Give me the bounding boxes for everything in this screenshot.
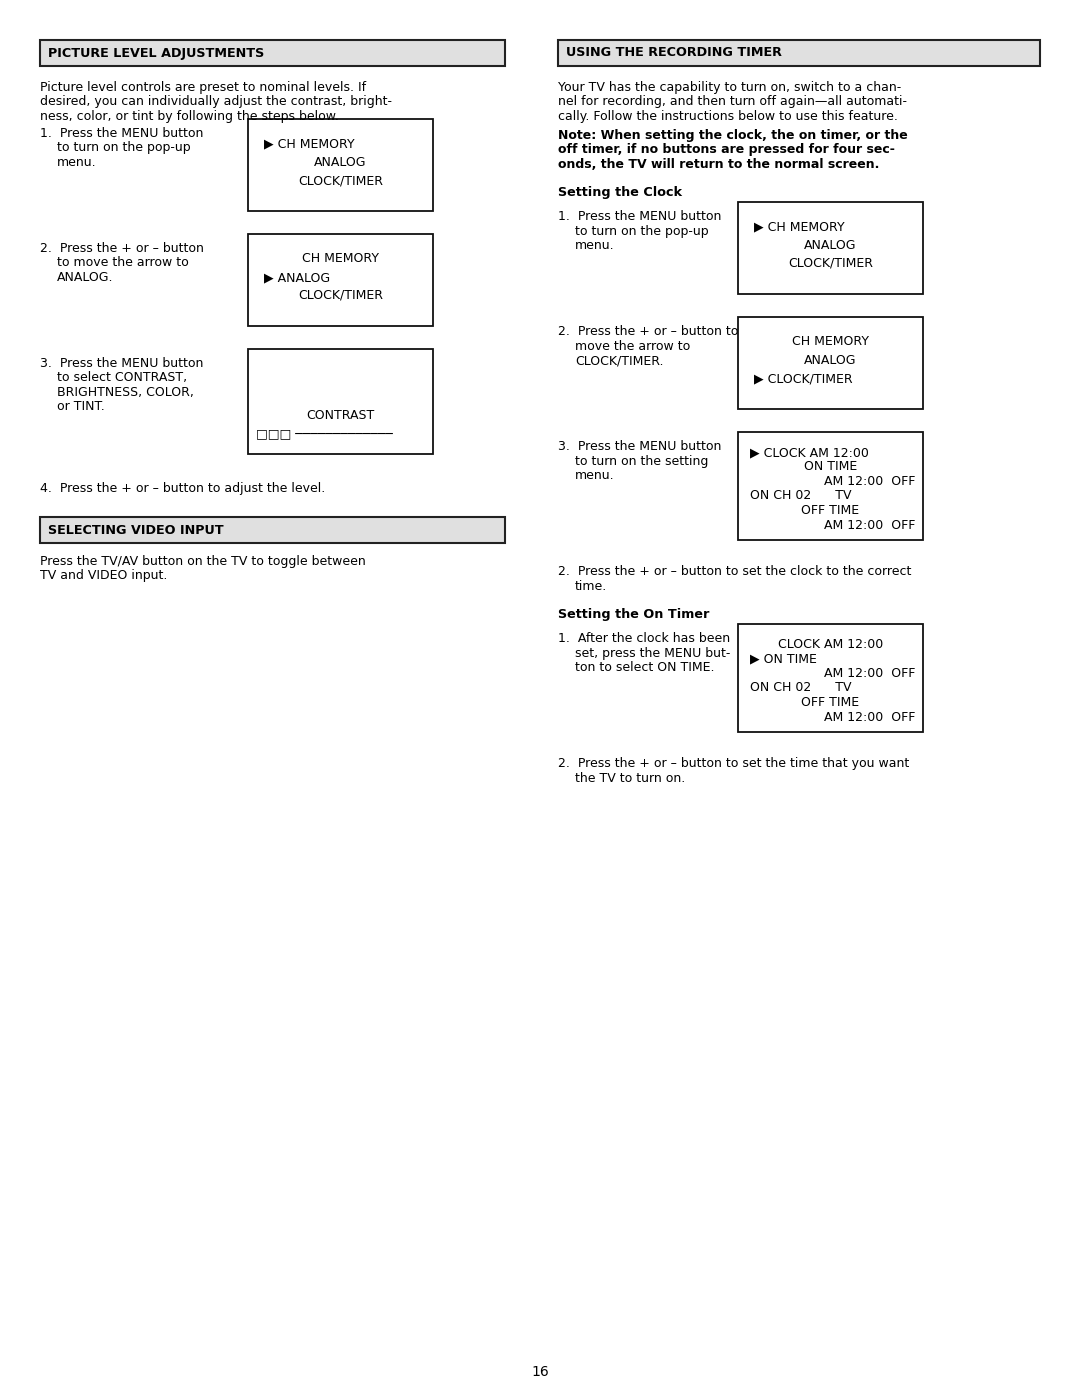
Text: 2.  Press the + or – button to: 2. Press the + or – button to (558, 326, 739, 338)
Text: ▶ CLOCK AM 12:00: ▶ CLOCK AM 12:00 (750, 446, 869, 460)
Text: SELECTING VIDEO INPUT: SELECTING VIDEO INPUT (48, 524, 224, 536)
Text: Press the TV/AV button on the TV to toggle between: Press the TV/AV button on the TV to togg… (40, 555, 366, 569)
Text: 1.  Press the MENU button: 1. Press the MENU button (40, 127, 203, 140)
Text: CLOCK/TIMER: CLOCK/TIMER (298, 289, 383, 302)
Text: 2.  Press the + or – button: 2. Press the + or – button (40, 242, 204, 256)
Text: cally. Follow the instructions below to use this feature.: cally. Follow the instructions below to … (558, 110, 897, 123)
Text: ▶ ON TIME: ▶ ON TIME (750, 652, 816, 665)
Bar (40, 41, 505, 66)
Bar (40, 517, 505, 543)
Text: AM 12:00  OFF: AM 12:00 OFF (824, 666, 915, 680)
Text: 4.  Press the + or – button to adjust the level.: 4. Press the + or – button to adjust the… (40, 482, 325, 495)
Text: to turn on the pop-up: to turn on the pop-up (57, 141, 191, 155)
Text: ▶ CH MEMORY: ▶ CH MEMORY (754, 219, 845, 233)
Text: onds, the TV will return to the normal screen.: onds, the TV will return to the normal s… (558, 158, 879, 170)
Bar (248, 235, 433, 326)
Text: CLOCK AM 12:00: CLOCK AM 12:00 (778, 638, 883, 651)
Text: move the arrow to: move the arrow to (575, 339, 690, 352)
Text: Picture level controls are preset to nominal levels. If: Picture level controls are preset to nom… (40, 81, 366, 94)
Text: time.: time. (575, 580, 607, 592)
Text: ANALOG: ANALOG (805, 239, 856, 251)
Text: off timer, if no buttons are pressed for four sec-: off timer, if no buttons are pressed for… (558, 142, 895, 156)
Text: menu.: menu. (57, 156, 96, 169)
Text: AM 12:00  OFF: AM 12:00 OFF (824, 520, 915, 532)
Text: CONTRAST: CONTRAST (307, 409, 375, 422)
Text: ▶ CLOCK/TIMER: ▶ CLOCK/TIMER (754, 372, 852, 386)
Bar (738, 203, 923, 293)
Text: nel for recording, and then turn off again—all automati-: nel for recording, and then turn off aga… (558, 95, 907, 109)
Text: the TV to turn on.: the TV to turn on. (575, 771, 685, 785)
Text: ▶ CH MEMORY: ▶ CH MEMORY (264, 137, 354, 149)
Text: 3.  Press the MENU button: 3. Press the MENU button (40, 358, 203, 370)
Text: CH MEMORY: CH MEMORY (792, 335, 869, 348)
Text: 1.  After the clock has been: 1. After the clock has been (558, 631, 730, 645)
Text: to move the arrow to: to move the arrow to (57, 257, 189, 270)
Text: AM 12:00  OFF: AM 12:00 OFF (824, 475, 915, 488)
Bar (248, 119, 433, 211)
Text: BRIGHTNESS, COLOR,: BRIGHTNESS, COLOR, (57, 386, 194, 400)
Text: Note: When setting the clock, the on timer, or the: Note: When setting the clock, the on tim… (558, 129, 908, 141)
Text: OFF TIME: OFF TIME (801, 696, 860, 710)
Text: 1.  Press the MENU button: 1. Press the MENU button (558, 210, 721, 224)
Text: ON CH 02      TV: ON CH 02 TV (750, 680, 851, 694)
Text: CLOCK/TIMER: CLOCK/TIMER (788, 257, 873, 270)
Text: 2.  Press the + or – button to set the time that you want: 2. Press the + or – button to set the ti… (558, 757, 909, 770)
Text: Your TV has the capability to turn on, switch to a chan-: Your TV has the capability to turn on, s… (558, 81, 901, 94)
Text: USING THE RECORDING TIMER: USING THE RECORDING TIMER (566, 46, 782, 60)
Text: set, press the MENU but-: set, press the MENU but- (575, 647, 730, 659)
Bar (248, 349, 433, 454)
Text: ANALOG: ANALOG (805, 353, 856, 367)
Text: menu.: menu. (575, 469, 615, 482)
Text: ON TIME: ON TIME (804, 460, 858, 474)
Bar (738, 317, 923, 409)
Text: to turn on the pop-up: to turn on the pop-up (575, 225, 708, 237)
Text: CH MEMORY: CH MEMORY (302, 251, 379, 265)
Text: Setting the Clock: Setting the Clock (558, 186, 681, 198)
Text: to select CONTRAST,: to select CONTRAST, (57, 372, 187, 384)
Text: OFF TIME: OFF TIME (801, 504, 860, 517)
Text: CLOCK/TIMER: CLOCK/TIMER (298, 175, 383, 187)
Text: ON CH 02      TV: ON CH 02 TV (750, 489, 851, 502)
Text: menu.: menu. (575, 239, 615, 251)
Text: ANALOG: ANALOG (314, 156, 367, 169)
Text: ANALOG.: ANALOG. (57, 271, 113, 284)
Bar (558, 41, 1040, 66)
Text: Setting the On Timer: Setting the On Timer (558, 608, 710, 622)
Text: to turn on the setting: to turn on the setting (575, 454, 708, 468)
Text: TV and VIDEO input.: TV and VIDEO input. (40, 570, 167, 583)
Bar (738, 624, 923, 732)
Text: 3.  Press the MENU button: 3. Press the MENU button (558, 440, 721, 453)
Text: AM 12:00  OFF: AM 12:00 OFF (824, 711, 915, 724)
Text: PICTURE LEVEL ADJUSTMENTS: PICTURE LEVEL ADJUSTMENTS (48, 46, 265, 60)
Text: 16: 16 (531, 1365, 549, 1379)
Bar (738, 432, 923, 541)
Text: ton to select ON TIME.: ton to select ON TIME. (575, 661, 715, 673)
Text: □□□ ─────────────: □□□ ───────────── (256, 427, 393, 440)
Text: ness, color, or tint by following the steps below.: ness, color, or tint by following the st… (40, 110, 339, 123)
Text: ▶ ANALOG: ▶ ANALOG (264, 271, 330, 284)
Text: desired, you can individually adjust the contrast, bright-: desired, you can individually adjust the… (40, 95, 392, 109)
Text: 2.  Press the + or – button to set the clock to the correct: 2. Press the + or – button to set the cl… (558, 564, 912, 578)
Text: CLOCK/TIMER.: CLOCK/TIMER. (575, 353, 663, 367)
Text: or TINT.: or TINT. (57, 401, 105, 414)
